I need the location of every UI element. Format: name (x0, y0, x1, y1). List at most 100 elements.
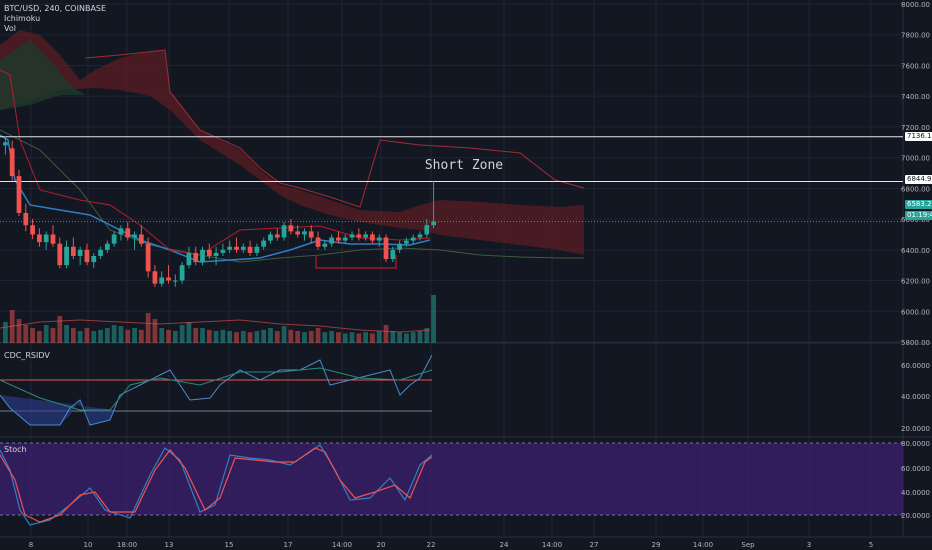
candle-body (288, 225, 294, 232)
volume-bar (322, 332, 328, 343)
time-tick-label: 17 (284, 541, 293, 549)
candle-body (220, 249, 226, 253)
candle-body (57, 243, 63, 266)
volume-bar (16, 319, 22, 343)
candle-body (179, 265, 185, 281)
time-tick-label: 18:00 (117, 541, 137, 549)
candle-body (43, 234, 49, 243)
volume-bar (172, 331, 178, 343)
stoch-tick-label: 60.0000 (901, 465, 930, 473)
candle-body (16, 176, 22, 213)
stoch-tick-label: 20.0000 (901, 512, 930, 520)
volume-bar (254, 331, 260, 343)
candle-body (84, 249, 90, 263)
volume-bar (302, 332, 307, 343)
candle-body (227, 246, 233, 250)
volume-ma-line (0, 319, 431, 333)
time-axis[interactable]: 8 10 18:00 13 15 17 14:00 20 22 24 14:00 27 29 14:00 S… (0, 536, 932, 549)
time-tick-label: 20 (377, 541, 386, 549)
candle-body (431, 221, 436, 226)
candle-body (98, 249, 103, 256)
candle-body (30, 225, 35, 235)
volume-bar (274, 331, 280, 343)
candle-body (417, 234, 423, 238)
candle-body (397, 243, 402, 250)
rsi-label[interactable]: CDC_RSIDV (4, 351, 50, 360)
indicator-vol[interactable]: Vol (4, 24, 16, 33)
volume-bar (30, 328, 35, 343)
time-tick-label: 14:00 (542, 541, 562, 549)
candle-body (213, 252, 219, 256)
stoch-tick-label: 40.0000 (901, 489, 930, 497)
price-tick-label: 7400.00 (901, 93, 930, 101)
tenkan-line (0, 134, 431, 263)
time-tick-label: 22 (427, 541, 436, 549)
volume-bar (240, 331, 246, 343)
volume-bar (57, 316, 63, 343)
indicator-ichimoku[interactable]: Ichimoku (4, 14, 41, 23)
price-tick-label: 7800.00 (901, 32, 930, 40)
time-tick-label: 24 (500, 541, 509, 549)
symbol-title: BTC/USD, 240, COINBASE (4, 4, 107, 13)
rsi-oversold-fill (0, 395, 115, 425)
candle-body (281, 225, 287, 238)
candle-body (77, 249, 83, 256)
volume-bar (206, 329, 212, 343)
volume-bar (234, 332, 239, 343)
price-tick-label: 6800.00 (901, 185, 930, 193)
candle-body (206, 249, 212, 256)
price-tick-label: 6400.00 (901, 247, 930, 255)
cloud-bullish (0, 40, 85, 110)
candle-body (342, 237, 348, 241)
candle-body (9, 148, 15, 177)
candle-body (104, 243, 110, 250)
volume-bar (77, 331, 83, 343)
stoch-label[interactable]: Stoch (4, 445, 27, 454)
time-tick-label: 27 (590, 541, 599, 549)
volume-bar (166, 329, 171, 343)
volume-bar (363, 332, 369, 343)
volume-bar (159, 328, 165, 343)
kijun-box (315, 255, 397, 269)
volume-bar (383, 325, 389, 343)
volume-bar (104, 328, 110, 343)
candle-body (376, 237, 382, 241)
volume-bar (179, 325, 185, 343)
price-tick-label: 7600.00 (901, 62, 930, 70)
horizontal-levels[interactable] (0, 136, 903, 223)
candle-body (329, 237, 335, 244)
short-zone-annotation[interactable]: Short Zone (425, 158, 503, 173)
time-tick-label: 8 (29, 541, 33, 549)
kijun-line (0, 69, 431, 256)
stoch-band (0, 443, 903, 515)
stoch-pane (0, 442, 903, 526)
candle-body (145, 243, 151, 272)
candle-body (240, 246, 246, 250)
volume-bar (43, 325, 49, 343)
time-tick-label: Sep (741, 541, 755, 549)
volume-bar (404, 333, 409, 343)
volume-bar (193, 328, 199, 343)
countdown-tag: 01:19:45 (905, 211, 932, 220)
volume-bar (342, 333, 348, 343)
candlesticks[interactable] (3, 136, 436, 287)
rsi-signal-line (0, 367, 433, 411)
volume-bar (295, 331, 301, 343)
volume-bar (390, 331, 396, 343)
candle-body (64, 246, 69, 266)
stoch-tick-label: 80.0000 (901, 440, 930, 448)
volume-bar (132, 328, 137, 343)
candle-body (308, 231, 314, 238)
candle-body (166, 277, 171, 281)
candle-body (159, 277, 165, 284)
symbol-legend[interactable]: BTC/USD, 240, COINBASE Ichimoku Vol (4, 4, 106, 34)
volume-bar (261, 329, 267, 343)
time-tick-label: 29 (652, 541, 661, 549)
candle-body (37, 234, 42, 243)
price-axis[interactable]: 8000.00 7800.00 7600.00 7400.00 7200.00 7000.… (901, 1, 930, 520)
volume-bar (118, 326, 124, 343)
candle-body (138, 234, 144, 244)
volume-bar (247, 332, 253, 343)
candle-body (336, 237, 341, 241)
